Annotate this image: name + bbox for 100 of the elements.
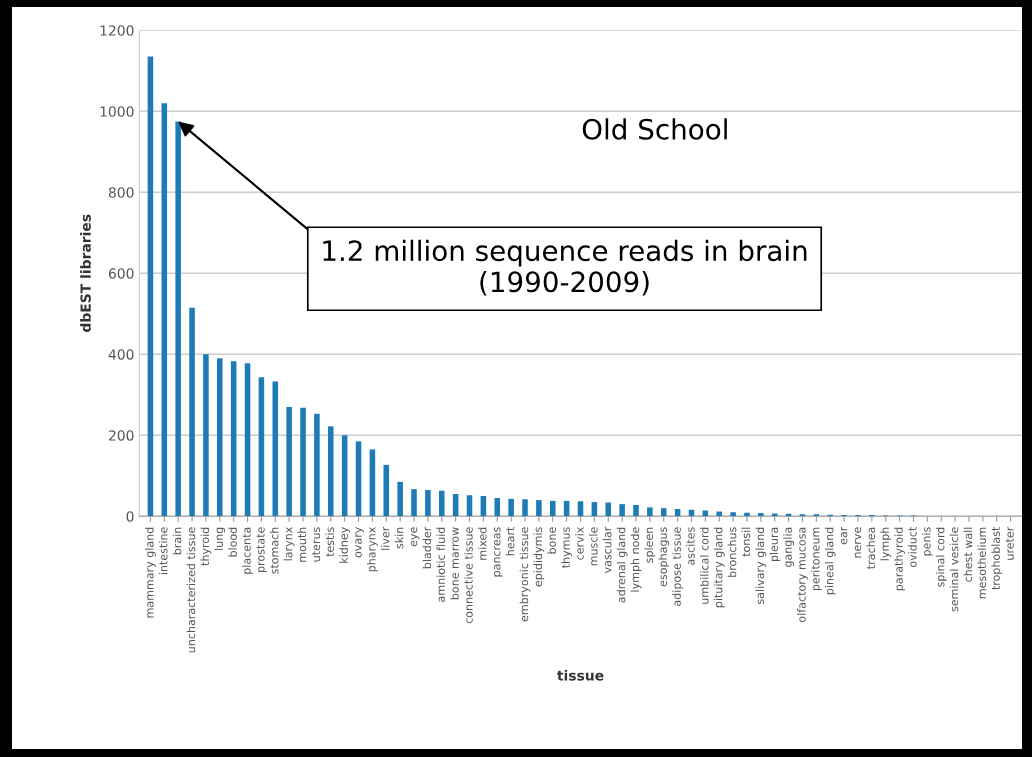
- x-tick-label: ureter: [1005, 526, 1014, 560]
- x-tick-label: nerve: [854, 527, 862, 558]
- x-tick-label: ovary: [355, 527, 364, 558]
- x-tick-label: umbilical cord: [699, 527, 709, 604]
- bar: [383, 464, 390, 517]
- bar: [744, 512, 750, 517]
- x-tick-label: seminal vesicle: [949, 527, 959, 612]
- bar: [494, 498, 501, 517]
- x-tick-label: salivary gland: [755, 527, 767, 604]
- bar: [549, 500, 556, 517]
- x-tick-label: mammary gland: [145, 527, 156, 618]
- bar: [300, 407, 306, 517]
- x-tick-label: stomach: [269, 527, 279, 574]
- x-tick-label: esophagus: [658, 527, 670, 587]
- bar: [286, 406, 292, 517]
- bar: [522, 499, 528, 517]
- x-axis-title: tissue: [557, 669, 604, 681]
- x-tick-label: ear: [840, 526, 848, 545]
- x-tick-label: olfactory mucosa: [797, 527, 808, 622]
- x-tick-label: mouth: [297, 527, 307, 562]
- bar: [314, 413, 320, 517]
- x-tick-label: lymph node: [630, 527, 642, 592]
- bar: [147, 56, 154, 517]
- bar: [730, 512, 736, 517]
- x-tick-label: vascular: [602, 526, 612, 574]
- y-tick-label: 1200: [100, 25, 134, 36]
- x-tick-label: connective tissue: [464, 527, 473, 624]
- x-tick-label: oviduct: [908, 526, 917, 568]
- x-tick-label: larynx: [283, 527, 295, 561]
- bar: [203, 354, 209, 517]
- x-tick-label: spleen: [644, 527, 656, 563]
- x-tick-label: ascites: [686, 527, 695, 565]
- x-tick-label: amniotic fluid: [436, 527, 445, 602]
- x-tick-label: chest wall: [963, 527, 973, 582]
- x-tick-label: prostate: [256, 527, 267, 572]
- x-tick-label: pituitary gland: [713, 527, 725, 608]
- bar: [328, 426, 334, 517]
- x-tick-label: trophoblast: [991, 526, 1003, 590]
- bar: [633, 504, 639, 517]
- bar: [411, 489, 417, 517]
- y-tick-label: 0: [126, 511, 134, 522]
- y-tick-label: 1000: [100, 106, 134, 117]
- bar: [189, 307, 195, 517]
- x-tick-label: lung: [214, 527, 226, 550]
- annotation: 1.2 million sequence reads in brain (1990-2009): [323, 239, 807, 296]
- x-tick-label: trachea: [866, 527, 876, 569]
- x-tick-label: mixed: [478, 527, 487, 560]
- bar: [716, 511, 723, 517]
- x-tick-label: adipose tissue: [672, 527, 683, 606]
- x-tick-label: peritoneum: [810, 527, 822, 591]
- x-tick-label: pleura: [769, 527, 781, 562]
- bar: [771, 513, 778, 517]
- y-tick-label: 200: [108, 430, 134, 441]
- x-tick-label: embryonic tissue: [519, 527, 531, 622]
- x-tick-label: spinal cord: [935, 527, 947, 587]
- x-tick-label: thymus: [561, 527, 572, 569]
- y-tick-label: 600: [108, 268, 134, 279]
- bar: [397, 481, 403, 517]
- x-tick-label: parathyroid: [894, 527, 905, 591]
- x-tick-label: adrenal gland: [616, 527, 628, 603]
- bar: [799, 514, 806, 517]
- x-tick-label: pineal gland: [824, 527, 836, 595]
- bar: [175, 121, 181, 517]
- bar: [577, 501, 584, 517]
- x-tick-label: muscle: [589, 527, 598, 566]
- x-tick-label: tonsil: [741, 527, 751, 557]
- x-tick-label: penis: [921, 527, 933, 556]
- y-axis-title: dbEST libraries: [80, 214, 91, 332]
- bar: [536, 500, 542, 517]
- bar: [341, 435, 348, 517]
- bar: [619, 504, 625, 517]
- bar: [244, 363, 251, 517]
- x-tick-label: brain: [172, 527, 182, 555]
- x-tick-label: pharynx: [367, 527, 378, 572]
- bar: [230, 361, 237, 517]
- x-tick-label: cervix: [575, 527, 584, 560]
- x-tick-label: thyroid: [200, 527, 212, 566]
- y-tick-label: 400: [108, 349, 134, 360]
- x-tick-label: placenta: [242, 527, 253, 574]
- bar: [647, 507, 653, 517]
- x-tick-label: epididymis: [533, 527, 545, 587]
- x-tick-label: lymph: [880, 527, 892, 561]
- bar: [272, 381, 279, 517]
- bar: [355, 441, 362, 517]
- x-tick-label: mesothelium: [977, 527, 987, 599]
- x-tick-label: kidney: [339, 527, 351, 563]
- bar: [758, 513, 764, 517]
- x-tick-label: testis: [325, 527, 334, 557]
- y-tick-label: 800: [108, 187, 134, 198]
- x-tick-label: pancreas: [494, 527, 503, 577]
- bar: [660, 508, 667, 517]
- bar: [258, 377, 265, 517]
- x-tick-label: intestine: [158, 527, 168, 575]
- x-tick-label: bone: [547, 527, 556, 554]
- bar: [161, 103, 168, 517]
- x-tick-label: liver: [380, 526, 390, 550]
- bar: [813, 514, 820, 517]
- x-tick-label: uncharacterized tissue: [186, 527, 196, 653]
- x-tick-label: bronchus: [727, 527, 737, 577]
- x-tick-label: heart: [505, 526, 515, 556]
